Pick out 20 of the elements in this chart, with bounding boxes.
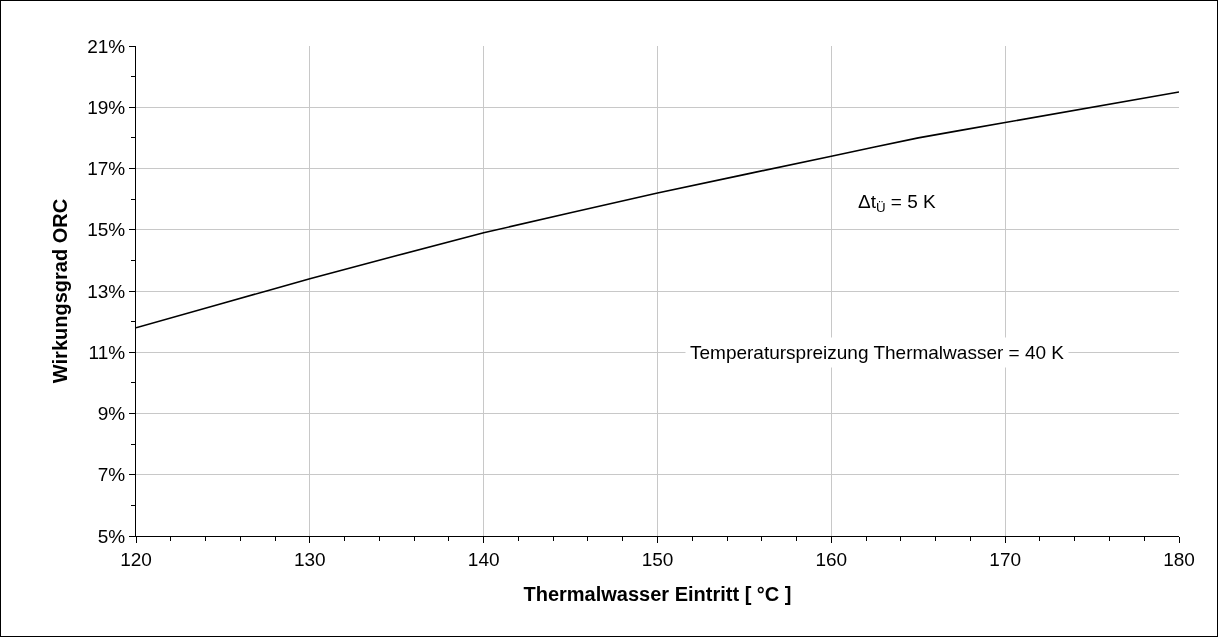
x-tick-label: 160 — [815, 548, 848, 570]
y-tick-label: 9% — [97, 403, 126, 425]
x-tick-label: 140 — [467, 548, 500, 570]
y-tick-label: 11% — [88, 341, 126, 363]
x-tick-label: 120 — [120, 548, 152, 570]
x-tick-label: 170 — [989, 548, 1022, 570]
y-tick-label: 7% — [97, 464, 126, 486]
x-tick-label: 150 — [641, 548, 674, 570]
x-tick-label: 130 — [293, 548, 326, 570]
y-tick-label: 15% — [87, 219, 126, 241]
x-axis-title: Thermalwasser Eintritt [ °C ] — [523, 583, 792, 606]
y-tick-label: 21% — [87, 35, 126, 57]
y-tick-label: 17% — [87, 158, 126, 180]
annotation: Δt$_{Ü}$ = 5 K — [858, 191, 937, 215]
y-tick-label: 5% — [97, 525, 126, 547]
y-tick-label: 19% — [87, 96, 126, 118]
annotation: Temperaturspreizung Thermalwasser = 40 K — [690, 342, 1065, 363]
x-tick-label: 180 — [1163, 548, 1195, 570]
y-axis-title: Wirkungsgrad ORC — [48, 198, 71, 384]
y-tick-label: 13% — [87, 280, 126, 302]
